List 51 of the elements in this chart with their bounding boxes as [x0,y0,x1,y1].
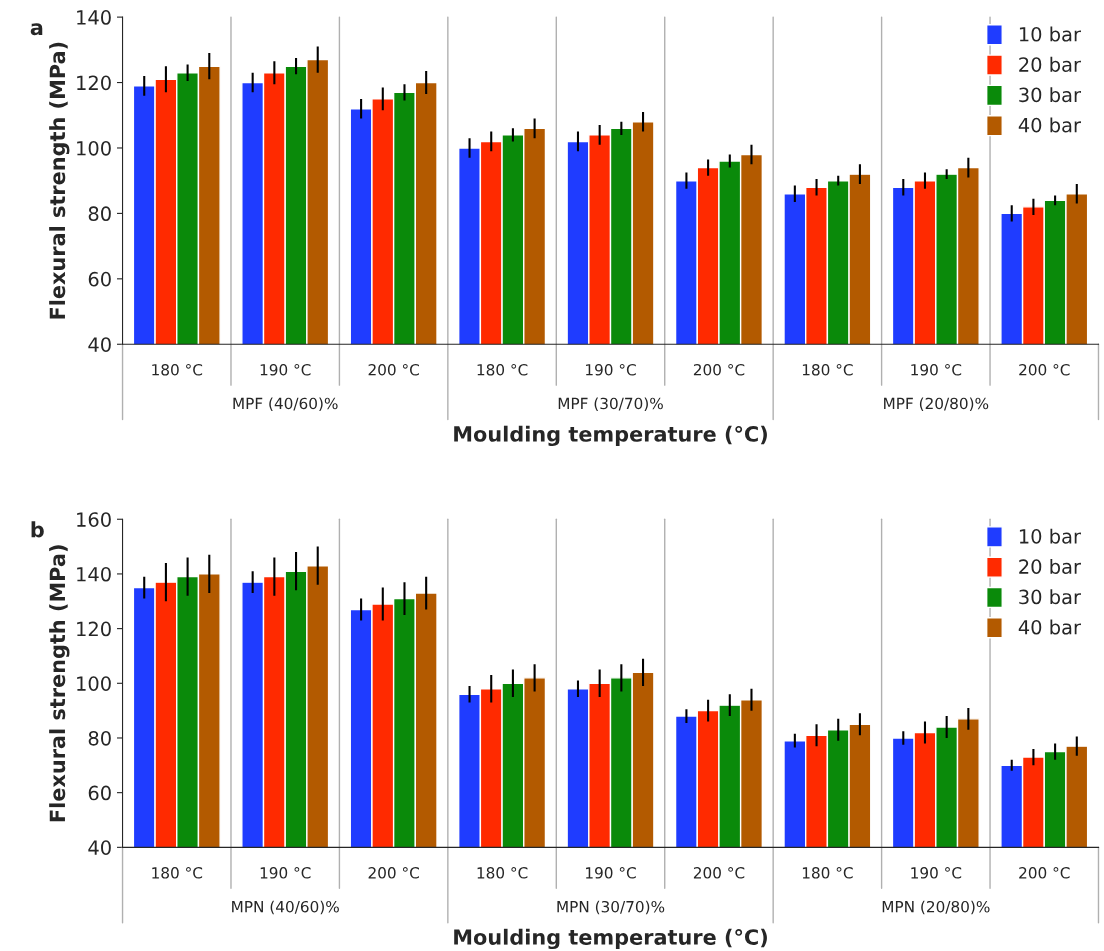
text: MPF (30/70)% [558,397,663,412]
y-tick-label: 120 [77,75,111,91]
y-tick-label: 100 [77,140,111,156]
text: MPF (20/80)% [884,397,989,412]
text: MPN (20/80)% [882,900,990,915]
x-tick-label: 200 °C [368,867,419,879]
legend-label: 20 bar [1019,56,1081,72]
legend-label: 40 bar [1018,117,1081,133]
x-tick-label: 180 °C [477,867,528,879]
y-tick-label: 140 [77,566,111,582]
chart-title: a [30,23,43,36]
y-tick-label: 120 [77,621,111,637]
legend-label: 40 bar [1018,619,1081,635]
x-tick-label: 180 °C [477,363,528,376]
y-axis-title: Flexural strength (MPa) [49,42,70,319]
legend-label: 10 bar [1019,528,1081,544]
x-tick-label: 180 °C [152,867,203,879]
x-tick-label: 200 °C [368,363,419,376]
x-axis-title: Moulding temperature (°C) [454,425,767,447]
y-tick-label: 100 [77,676,111,691]
legend-label: 20 bar [1019,558,1081,574]
y-tick-label: 80 [88,730,111,746]
y-tick-label: 40 [88,840,111,855]
x-tick-label: 180 °C [802,867,853,879]
legend-label: 30 bar [1019,87,1081,103]
legend-label: 10 bar [1019,26,1081,42]
x-tick-label: 180 °C [802,363,853,376]
x-tick-label: 190 °C [260,867,311,879]
text: MPN (40/60)% [232,900,339,915]
x-tick-label: 190 °C [911,867,962,879]
chart-title: b [31,521,44,538]
text: MPF (40/60)% [233,397,338,412]
x-tick-label: 180 °C [152,363,203,376]
text: MPN (30/70)% [557,900,665,915]
x-tick-label: 190 °C [586,867,636,879]
x-tick-label: 190 °C [911,363,962,376]
x-tick-label: 200 °C [1019,363,1070,376]
x-tick-label: 200 °C [1019,867,1070,879]
x-tick-label: 200 °C [693,867,745,879]
y-tick-label: 60 [88,271,111,287]
x-tick-label: 190 °C [586,363,636,376]
x-tick-label: 200 °C [693,363,745,376]
x-tick-label: 190 °C [260,363,311,376]
y-tick-label: 140 [77,10,111,25]
y-tick-label: 40 [88,337,111,352]
legend-label: 30 bar [1019,589,1081,605]
y-tick-label: 160 [77,512,111,527]
y-axis-title: Flexural strength (MPa) [49,545,70,822]
x-axis-title: Moulding temperature (°C) [454,928,767,950]
y-tick-label: 80 [88,206,111,222]
y-tick-label: 60 [88,785,111,801]
